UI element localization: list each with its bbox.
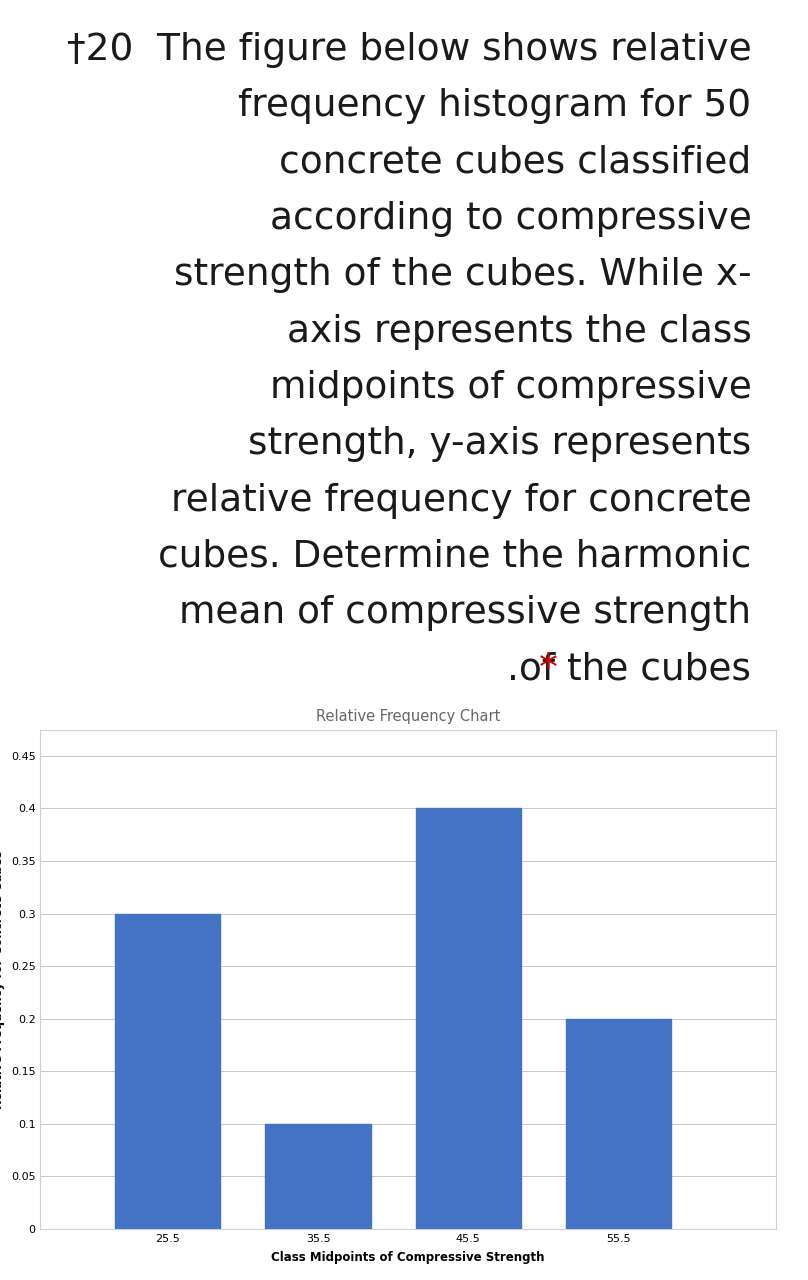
Bar	[415, 809, 520, 1229]
Text: relative frequency for concrete: relative frequency for concrete	[170, 483, 751, 518]
Text: midpoints of compressive: midpoints of compressive	[270, 370, 751, 406]
Bar	[566, 1019, 671, 1229]
Text: strength, y-axis represents: strength, y-axis represents	[248, 426, 751, 462]
Text: cubes. Determine the harmonic: cubes. Determine the harmonic	[158, 539, 751, 575]
Bar	[266, 1124, 371, 1229]
Text: concrete cubes classified: concrete cubes classified	[280, 145, 751, 180]
Text: axis represents the class: axis represents the class	[287, 314, 751, 349]
Text: strength of the cubes. While x-: strength of the cubes. While x-	[174, 257, 751, 293]
Title: Relative Frequency Chart: Relative Frequency Chart	[316, 709, 500, 724]
Bar	[116, 914, 221, 1229]
Text: †20  The figure below shows relative: †20 The figure below shows relative	[67, 32, 751, 68]
Text: frequency histogram for 50: frequency histogram for 50	[238, 88, 751, 124]
X-axis label: Class Midpoints of Compressive Strength: Class Midpoints of Compressive Strength	[271, 1251, 545, 1263]
Text: according to compressive: according to compressive	[270, 201, 751, 237]
Text: .of the cubes: .of the cubes	[507, 652, 751, 687]
Text: mean of compressive strength: mean of compressive strength	[179, 595, 751, 631]
Text: *: *	[539, 652, 570, 687]
Y-axis label: Relative Frequency for Concrete Cubes: Relative Frequency for Concrete Cubes	[0, 850, 5, 1108]
